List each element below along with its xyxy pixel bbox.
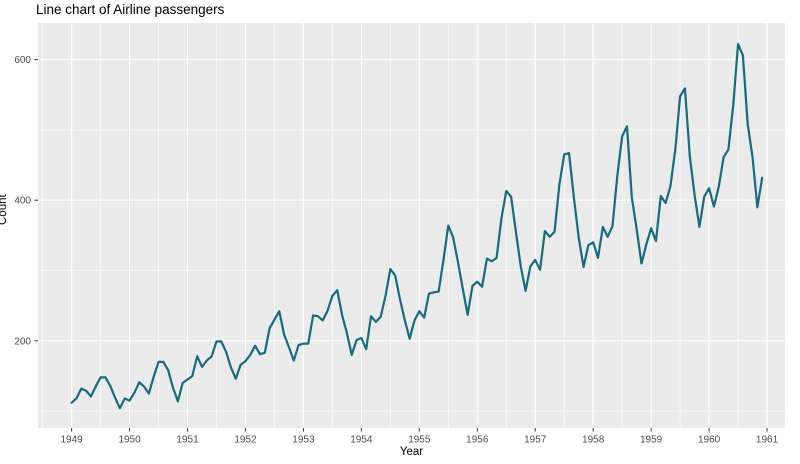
y-axis-title: Count — [0, 194, 9, 225]
x-tick-label: 1949 — [60, 435, 83, 446]
x-tick-label: 1961 — [756, 435, 779, 446]
x-tick-label: 1952 — [234, 435, 257, 446]
x-tick-label: 1959 — [640, 435, 663, 446]
x-tick-label: 1960 — [698, 435, 721, 446]
x-tick-label: 1953 — [292, 435, 315, 446]
x-tick-label: 1956 — [466, 435, 489, 446]
y-tick-label: 400 — [14, 196, 31, 207]
x-tick-label: 1955 — [408, 435, 431, 446]
x-tick-label: 1950 — [118, 435, 141, 446]
x-tick-label: 1954 — [350, 435, 373, 446]
data-line-air-passengers — [70, 42, 764, 410]
x-tick-label: 1957 — [524, 435, 547, 446]
y-tick-label: 200 — [14, 336, 31, 347]
plot-panel — [38, 23, 785, 428]
x-tick-label: 1958 — [582, 435, 605, 446]
chart-title: Line chart of Airline passengers — [36, 2, 225, 17]
x-tick-label: 1951 — [176, 435, 199, 446]
y-tick-label: 600 — [14, 55, 31, 66]
x-axis-title: Year — [399, 446, 424, 458]
